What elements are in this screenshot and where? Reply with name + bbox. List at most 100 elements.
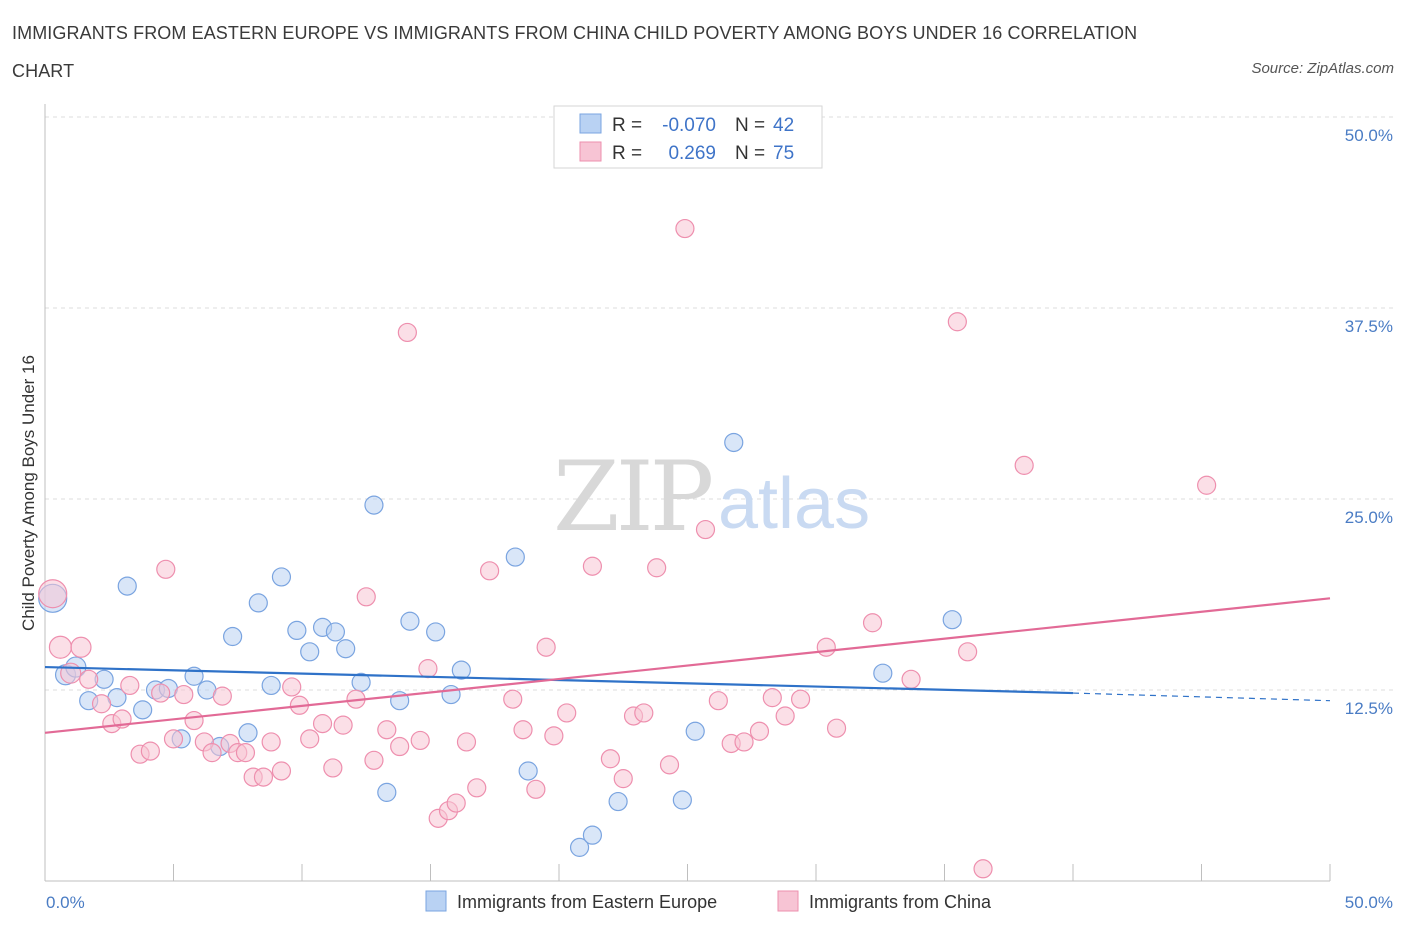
point-eastern-europe [672, 790, 692, 810]
point-china [503, 689, 523, 709]
point-eastern-europe [325, 622, 346, 642]
legend-swatch-china [579, 141, 602, 162]
x-tick-label-min: 0.0% [46, 893, 85, 912]
point-eastern-europe [505, 547, 525, 567]
point-china [749, 721, 770, 741]
source-label: Source: ZipAtlas.com [1251, 60, 1394, 77]
point-eastern-europe [248, 593, 268, 613]
point-china [659, 755, 680, 775]
y-axis-title: Child Poverty Among Boys Under 16 [19, 355, 38, 631]
point-china [973, 859, 993, 879]
point-china [184, 710, 204, 731]
point-china [947, 312, 967, 332]
point-china [695, 519, 716, 540]
point-eastern-europe [364, 495, 384, 515]
x-tick-label-max: 50.0% [1345, 893, 1393, 912]
point-eastern-europe [451, 660, 471, 680]
point-china [775, 706, 795, 726]
point-eastern-europe [582, 825, 603, 845]
point-eastern-europe [271, 567, 292, 587]
point-china [613, 769, 633, 789]
point-china [958, 642, 978, 662]
point-eastern-europe [426, 622, 446, 642]
series-swatch-china [777, 890, 799, 912]
point-china [390, 736, 410, 757]
point-eastern-europe [287, 620, 307, 641]
point-china [174, 684, 194, 705]
series-label-eastern-europe: Immigrants from Eastern Europe [457, 892, 717, 912]
point-china [582, 556, 603, 576]
point-china [202, 743, 222, 763]
legend-n-value-1: 42 [773, 115, 794, 136]
y-tick-label: 12.5% [1345, 699, 1393, 718]
point-china [467, 778, 487, 798]
point-china [356, 587, 376, 607]
point-eastern-europe [300, 642, 320, 662]
point-china [48, 635, 73, 659]
watermark: ZIP atlas [553, 441, 870, 553]
legend-r-value-2: 0.269 [668, 143, 716, 164]
point-eastern-europe [117, 576, 137, 596]
point-china [60, 662, 82, 684]
point-china [163, 729, 184, 749]
series-legend: Immigrants from Eastern Europe Immigrant… [425, 890, 992, 912]
point-china [120, 675, 140, 696]
point-china [212, 686, 232, 706]
point-china [38, 579, 68, 609]
point-china [816, 637, 836, 657]
watermark-atlas: atlas [718, 464, 870, 544]
point-eastern-europe [685, 721, 705, 741]
point-china [480, 561, 500, 581]
point-china [418, 659, 438, 679]
trend-extension-eastern-europe [1072, 692, 1331, 702]
point-eastern-europe [400, 611, 420, 631]
point-china [456, 732, 477, 752]
point-china [282, 677, 302, 697]
series-label-china: Immigrants from China [809, 892, 992, 912]
point-china [634, 703, 654, 723]
point-china [862, 613, 883, 633]
point-eastern-europe [261, 675, 281, 696]
axes [44, 104, 1331, 882]
point-eastern-europe [518, 761, 538, 781]
point-china [140, 741, 160, 761]
legend-swatch-eastern-europe [579, 113, 602, 134]
point-china [762, 688, 782, 708]
point-eastern-europe [608, 791, 628, 812]
point-china [410, 730, 430, 751]
y-tick-label: 37.5% [1345, 317, 1393, 336]
point-eastern-europe [569, 837, 590, 857]
point-china [526, 779, 546, 799]
point-china [261, 732, 281, 752]
legend-n-value-2: 75 [773, 143, 794, 164]
point-eastern-europe [377, 782, 397, 802]
point-china [235, 743, 256, 763]
point-eastern-europe [336, 639, 356, 659]
point-china [70, 636, 92, 658]
stats-legend: R = -0.070 N = 42 R = 0.269 N = 75 [553, 105, 823, 169]
point-eastern-europe [223, 626, 243, 647]
point-china [1197, 475, 1217, 495]
point-china [91, 694, 112, 714]
legend-r-label-2: R = [612, 143, 642, 164]
point-china [151, 683, 171, 703]
point-china [675, 218, 695, 239]
point-china [300, 729, 320, 749]
point-china [600, 749, 621, 769]
legend-r-label-1: R = [612, 115, 642, 136]
point-china [544, 726, 564, 746]
point-china [536, 637, 556, 657]
y-tick-label: 25.0% [1345, 508, 1393, 527]
point-china [333, 715, 353, 735]
point-china [647, 558, 667, 578]
data-points [38, 218, 1217, 879]
point-china [377, 720, 397, 740]
point-china [156, 559, 176, 579]
y-tick-label: 50.0% [1345, 126, 1393, 145]
point-eastern-europe [133, 700, 153, 720]
point-china [513, 720, 533, 740]
point-eastern-europe [441, 684, 461, 705]
chart-title: IMMIGRANTS FROM EASTERN EUROPE VS IMMIGR… [12, 23, 1138, 81]
point-china [708, 691, 728, 711]
legend-r-value-1: -0.070 [662, 115, 716, 136]
